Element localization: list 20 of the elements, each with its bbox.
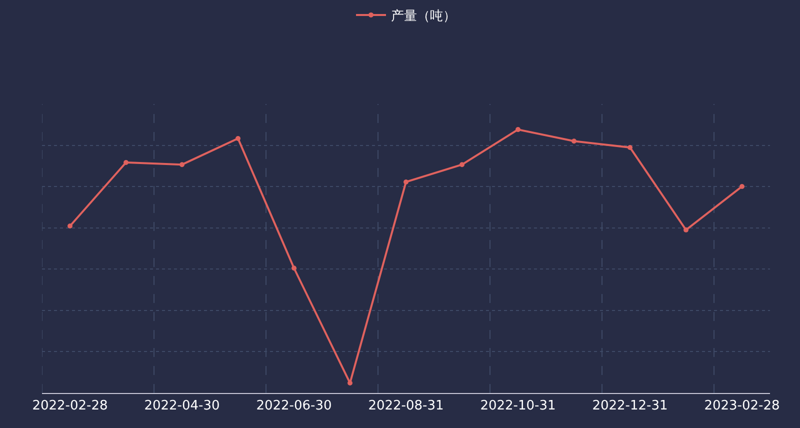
point [740,184,744,189]
legend-label: 产量（吨） [391,9,456,24]
point [68,223,72,228]
point [572,138,576,144]
x-tick-label: 2022-06-30 [256,398,332,414]
x-tick-label: 2022-02-28 [32,398,108,414]
point [236,136,240,142]
x-tick-label: 2022-04-30 [144,398,220,414]
x-tick-label: 2023-02-28 [704,398,780,414]
x-tick-label: 2022-12-31 [592,398,668,414]
point [460,162,464,168]
x-tick-label: 2022-08-31 [368,398,444,414]
point [628,144,632,150]
point [516,127,520,132]
point [180,162,184,168]
point [124,160,128,165]
point [292,266,296,271]
point [684,227,688,232]
point [404,179,408,184]
x-tick-label: 2022-10-31 [480,398,556,414]
